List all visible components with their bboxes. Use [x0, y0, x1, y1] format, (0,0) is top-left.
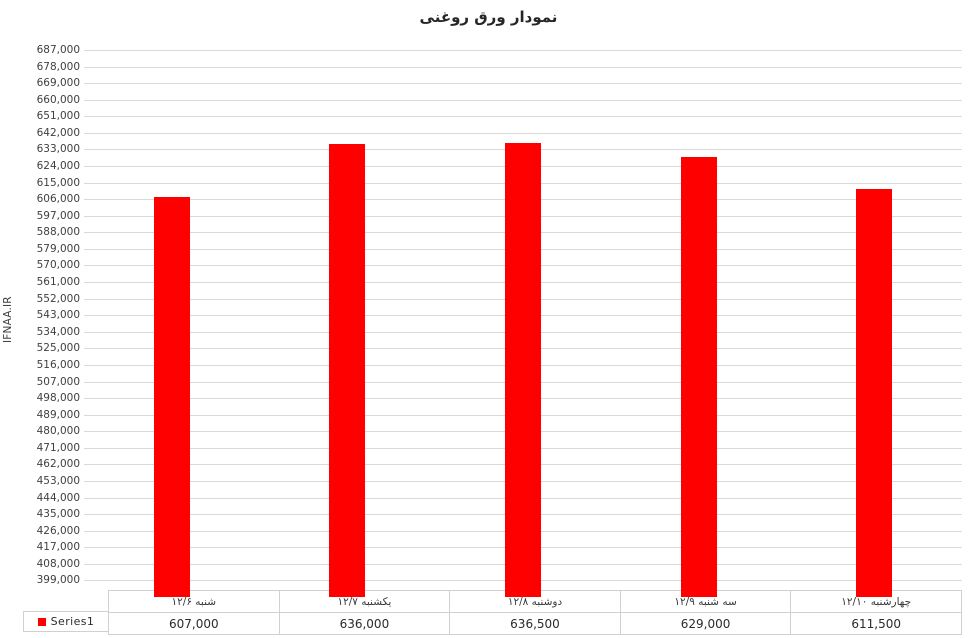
bar-series1[interactable] — [680, 156, 717, 597]
y-axis-tick-label: 552,000 — [36, 292, 80, 305]
bar-series1[interactable] — [329, 143, 366, 597]
y-axis-tick-label: 498,000 — [36, 392, 80, 405]
y-axis-tick-label: 435,000 — [36, 508, 80, 521]
y-axis-tick-label: 426,000 — [36, 524, 80, 537]
y-axis-tick-label: 453,000 — [36, 474, 80, 487]
table-cell-value: 611,500 — [790, 612, 962, 635]
y-axis-tick-label: 606,000 — [36, 193, 80, 206]
table-cell-value: 629,000 — [619, 612, 792, 635]
y-axis-tick-label: 651,000 — [36, 110, 80, 123]
gridline — [84, 66, 962, 68]
legend-item-series1[interactable]: Series1 — [23, 611, 108, 632]
y-axis-tick-label: 633,000 — [36, 143, 80, 156]
bar-series1[interactable] — [856, 189, 893, 597]
gridline — [84, 132, 962, 134]
y-axis-tick-label: 480,000 — [36, 425, 80, 438]
y-axis-tick-labels: 687,000 678,000 669,000 660,000 651,000 642,0… — [8, 0, 80, 638]
legend-label: Series1 — [50, 615, 95, 628]
y-axis-tick-label: 624,000 — [36, 160, 80, 173]
y-axis-tick-label: 489,000 — [36, 408, 80, 421]
gridline — [84, 99, 962, 101]
y-axis-tick-label: 471,000 — [36, 441, 80, 454]
table-cell-category: شنبه ۱۲/۶ — [108, 590, 280, 613]
table-cell-category: چهارشنبه ۱۲/۱۰ — [790, 590, 962, 613]
y-axis-tick-label: 408,000 — [36, 557, 80, 570]
table-row-values: 607,000 636,000 636,500 629,000 611,500 — [108, 612, 962, 635]
y-axis-tick-label: 525,000 — [36, 342, 80, 355]
y-axis-tick-label: 399,000 — [36, 574, 80, 587]
y-axis-tick-label: 597,000 — [36, 209, 80, 222]
table-cell-category: دوشنبه ۱۲/۸ — [449, 590, 621, 613]
y-axis-tick-label: 660,000 — [36, 93, 80, 106]
y-axis-tick-label: 669,000 — [36, 77, 80, 90]
gridline — [84, 83, 962, 85]
data-table: شنبه ۱۲/۶ یکشنبه ۱۲/۷ دوشنبه ۱۲/۸ سه شنبه ۱… — [108, 590, 962, 635]
y-axis-tick-label: 444,000 — [36, 491, 80, 504]
table-row-categories: شنبه ۱۲/۶ یکشنبه ۱۲/۷ دوشنبه ۱۲/۸ سه شنبه ۱… — [108, 590, 962, 613]
y-axis-tick-label: 687,000 — [36, 44, 80, 56]
y-axis-tick-label: 543,000 — [36, 309, 80, 322]
y-axis-tick-label: 642,000 — [36, 126, 80, 139]
y-axis-tick-label: 678,000 — [36, 60, 80, 73]
y-axis-tick-label: 561,000 — [36, 276, 80, 289]
y-axis-tick-label: 462,000 — [36, 458, 80, 471]
chart-title: نمودار ورق روغنی — [419, 8, 558, 26]
bar-series1[interactable] — [505, 143, 541, 597]
table-cell-value: 636,500 — [449, 612, 621, 635]
legend-color-swatch-icon — [37, 617, 46, 626]
gridline — [84, 116, 962, 118]
y-axis-tick-label: 579,000 — [36, 242, 80, 255]
table-cell-value: 607,000 — [108, 612, 280, 635]
y-axis-tick-label: 417,000 — [36, 541, 80, 554]
y-axis-tick-label: 588,000 — [36, 226, 80, 239]
bar-series1[interactable] — [153, 197, 190, 597]
y-axis-tick-label: 615,000 — [36, 176, 80, 189]
y-axis-tick-label: 507,000 — [36, 375, 80, 388]
gridline — [84, 50, 962, 51]
legend-stub-cell — [23, 590, 108, 611]
y-axis-tick-label: 516,000 — [36, 358, 80, 371]
table-cell-value: 636,000 — [278, 612, 451, 635]
y-axis-tick-label: 570,000 — [36, 259, 80, 272]
y-axis-tick-label: 534,000 — [36, 325, 80, 338]
